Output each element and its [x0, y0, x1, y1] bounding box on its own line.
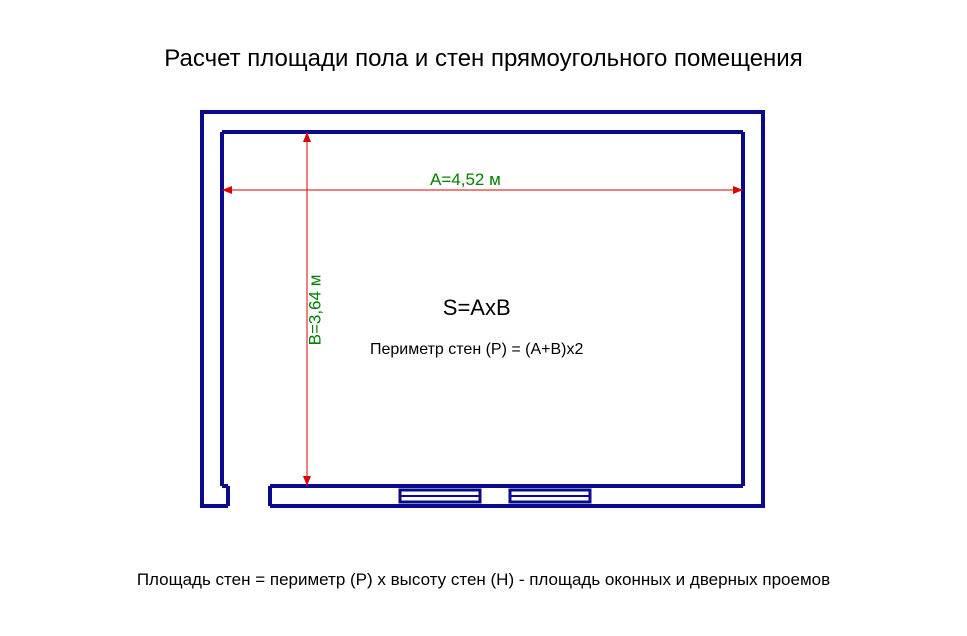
formula-area-text: S=AxB [370, 295, 583, 321]
formula-perimeter-text: Периметр стен (P) = (A+B)x2 [370, 341, 583, 359]
formula-block: S=AxB Периметр стен (P) = (A+B)x2 [370, 295, 583, 359]
dimension-b-label: B=3,64 м [305, 275, 325, 346]
footer-formula: Площадь стен = периметр (P) x высоту сте… [0, 570, 967, 590]
dimension-a-label: A=4,52 м [430, 170, 501, 190]
page-title: Расчет площади пола и стен прямоугольног… [0, 45, 967, 73]
